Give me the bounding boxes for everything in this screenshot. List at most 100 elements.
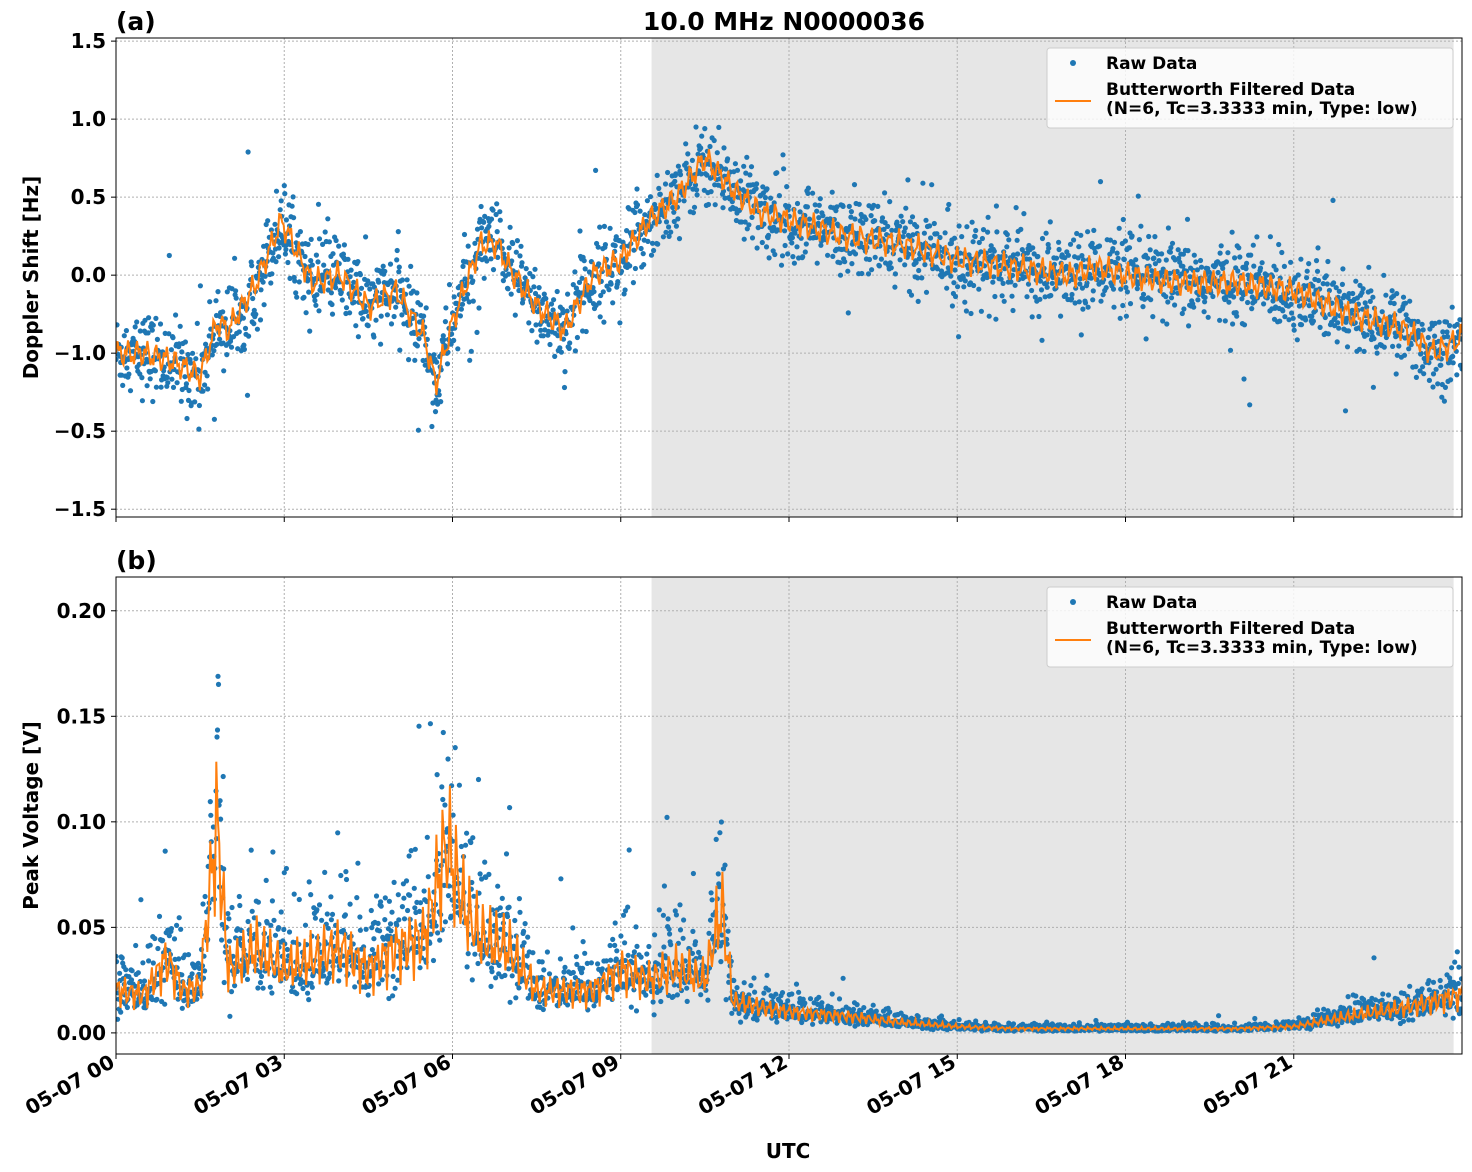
raw-data-point: [814, 260, 820, 266]
raw-data-point: [357, 272, 363, 278]
raw-data-point: [672, 178, 678, 184]
raw-data-point: [458, 306, 464, 312]
raw-data-point: [964, 224, 970, 230]
raw-data-point: [168, 347, 174, 353]
raw-data-point: [1421, 371, 1427, 377]
raw-data-point: [1009, 293, 1015, 299]
y-axis-label: Doppler Shift [Hz]: [19, 176, 43, 380]
raw-data-point: [979, 235, 986, 242]
raw-data-point: [1314, 1007, 1321, 1013]
raw-data-point: [338, 289, 344, 295]
raw-data-point: [645, 238, 651, 244]
raw-data-point: [382, 268, 388, 274]
raw-data-point: [146, 958, 152, 964]
raw-data-point: [126, 371, 132, 377]
raw-data-point: [671, 218, 677, 225]
raw-data-point: [369, 925, 375, 931]
raw-data-point: [134, 319, 140, 325]
raw-data-point: [778, 262, 785, 268]
raw-data-point: [865, 271, 872, 277]
raw-data-point: [321, 262, 327, 268]
raw-data-point: [1010, 252, 1017, 258]
raw-data-point: [1396, 343, 1402, 349]
raw-data-point: [706, 930, 712, 936]
raw-data-point: [345, 256, 351, 262]
raw-data-point: [285, 259, 291, 266]
raw-data-point: [150, 322, 156, 328]
raw-data-point: [814, 208, 820, 214]
raw-data-point: [1374, 350, 1380, 356]
raw-data-point: [820, 213, 826, 219]
raw-data-point: [371, 334, 377, 340]
raw-data-point: [834, 204, 840, 210]
raw-data-point: [302, 922, 309, 928]
raw-data-point: [959, 234, 965, 240]
raw-data-point: [479, 225, 485, 231]
raw-data-point: [1165, 299, 1171, 305]
raw-data-point: [365, 992, 371, 998]
raw-data-point: [394, 247, 400, 254]
raw-data-point: [251, 321, 257, 327]
raw-data-point: [582, 266, 588, 272]
raw-data-point: [708, 189, 714, 195]
raw-data-point: [1443, 319, 1450, 325]
raw-data-point: [922, 262, 928, 268]
raw-data-point: [363, 926, 369, 932]
raw-data-point: [664, 814, 670, 821]
raw-data-point: [836, 996, 843, 1002]
raw-data-point: [448, 913, 454, 919]
raw-data-point: [1167, 249, 1173, 255]
raw-data-point: [416, 723, 422, 729]
raw-data-point: [683, 160, 689, 166]
raw-data-point: [139, 375, 145, 381]
raw-data-point: [406, 357, 412, 363]
raw-data-point: [596, 261, 602, 267]
raw-data-point: [177, 323, 183, 329]
raw-data-point: [465, 951, 471, 957]
raw-data-point: [1394, 291, 1400, 297]
raw-data-point: [816, 994, 822, 1000]
raw-data-point: [267, 984, 273, 990]
raw-data-point: [627, 263, 633, 269]
raw-data-point: [214, 341, 220, 347]
raw-data-point: [441, 882, 447, 889]
raw-data-point: [1288, 301, 1294, 307]
raw-data-point: [357, 914, 363, 920]
raw-data-point: [326, 239, 332, 245]
raw-data-point: [440, 729, 446, 736]
raw-data-point: [283, 865, 289, 872]
raw-data-point: [170, 384, 177, 390]
raw-data-point: [905, 177, 911, 183]
raw-data-point: [973, 227, 979, 234]
raw-data-point: [1247, 402, 1253, 408]
raw-data-point: [1167, 270, 1173, 276]
legend-label-filtered: Butterworth Filtered Data (N=6, Tc=3.3333…: [1106, 80, 1418, 119]
raw-data-point: [772, 251, 778, 258]
raw-data-point: [510, 240, 516, 247]
raw-data-point: [459, 301, 466, 307]
raw-data-point: [861, 1005, 867, 1011]
raw-data-point: [249, 263, 255, 269]
raw-data-point: [951, 280, 957, 286]
raw-data-point: [1046, 245, 1052, 251]
raw-data-point: [840, 975, 846, 981]
raw-data-point: [931, 220, 937, 227]
raw-data-point: [386, 995, 392, 1002]
raw-data-point: [1057, 280, 1063, 286]
raw-data-point: [276, 925, 282, 931]
raw-data-point: [395, 892, 401, 898]
raw-data-point: [1138, 223, 1144, 229]
raw-data-point: [1254, 234, 1260, 240]
raw-data-point: [382, 895, 388, 901]
raw-data-point: [663, 219, 670, 225]
raw-data-point: [734, 985, 740, 991]
raw-data-point: [472, 951, 478, 957]
raw-data-point: [320, 241, 326, 247]
raw-data-point: [805, 185, 812, 191]
raw-data-point: [881, 226, 887, 232]
raw-data-point: [1032, 294, 1038, 300]
raw-data-point: [1291, 327, 1297, 333]
raw-data-point: [442, 919, 448, 925]
raw-data-point: [630, 280, 637, 286]
